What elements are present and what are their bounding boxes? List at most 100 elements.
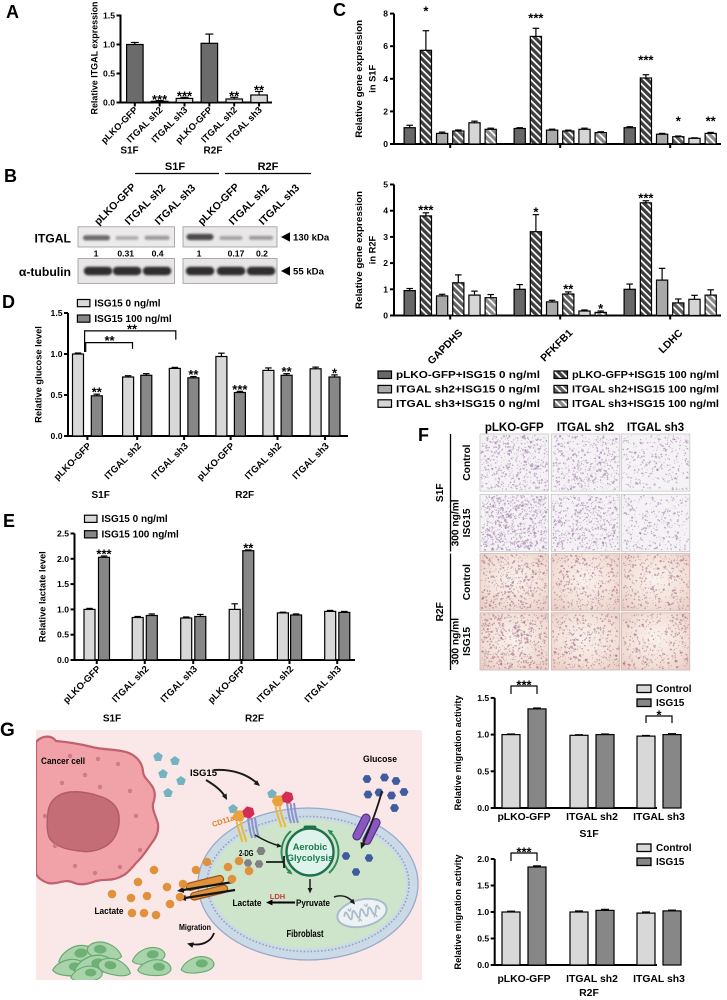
svg-text:Migration: Migration (179, 922, 211, 932)
svg-text:α-tubulin: α-tubulin (19, 265, 71, 279)
svg-text:***: *** (516, 678, 532, 693)
svg-text:Fibroblast: Fibroblast (287, 929, 325, 940)
svg-text:0.2: 0.2 (256, 249, 268, 259)
svg-text:R2F: R2F (204, 146, 223, 157)
svg-text:ITGAL sh3: ITGAL sh3 (159, 664, 200, 705)
svg-text:55 kDa: 55 kDa (293, 267, 325, 278)
svg-text:*: * (598, 301, 604, 316)
svg-text:ITGAL sh2: ITGAL sh2 (566, 974, 618, 985)
svg-text:in R2F: in R2F (368, 235, 378, 264)
svg-text:2.0: 2.0 (57, 554, 69, 564)
svg-text:**: ** (188, 367, 199, 382)
svg-text:S1F: S1F (120, 146, 138, 157)
svg-text:R2F: R2F (258, 161, 279, 173)
svg-text:Relative migration activity: Relative migration activity (453, 695, 463, 811)
svg-text:R2F: R2F (435, 602, 446, 621)
svg-text:Control: Control (656, 843, 692, 854)
svg-text:pLKO-GFP: pLKO-GFP (497, 974, 550, 985)
svg-text:0.5: 0.5 (477, 766, 489, 776)
svg-text:B: B (4, 166, 17, 186)
svg-text:pLKO-GFP: pLKO-GFP (52, 440, 95, 483)
svg-text:0.0: 0.0 (477, 803, 489, 813)
svg-text:ITGAL sh2: ITGAL sh2 (103, 441, 144, 482)
svg-text:A: A (6, 2, 19, 22)
svg-text:Aerobic: Aerobic (293, 842, 328, 852)
svg-text:ITGAL: ITGAL (34, 232, 71, 246)
svg-text:pLKO-GFP: pLKO-GFP (485, 422, 544, 434)
svg-text:F: F (418, 425, 429, 445)
svg-text:S1F: S1F (92, 490, 110, 501)
svg-text:***: *** (638, 190, 654, 205)
svg-text:GAPDHS: GAPDHS (426, 328, 465, 367)
svg-text:ITGAL sh2: ITGAL sh2 (243, 441, 284, 482)
svg-text:0.0: 0.0 (477, 960, 489, 970)
svg-text:***: *** (516, 845, 532, 860)
svg-text:ITGAL sh3: ITGAL sh3 (627, 422, 684, 434)
svg-text:S1F: S1F (165, 161, 185, 173)
svg-text:2.0: 2.0 (477, 854, 489, 864)
svg-text:ISG15 0 ng/ml: ISG15 0 ng/ml (102, 514, 168, 525)
svg-text:ISG15: ISG15 (462, 627, 473, 656)
svg-text:1.0: 1.0 (477, 730, 489, 740)
svg-text:Relative gene expression: Relative gene expression (354, 19, 364, 137)
svg-text:5: 5 (383, 180, 388, 190)
svg-text:8: 8 (383, 9, 388, 19)
svg-text:Lactate: Lactate (95, 906, 124, 916)
svg-text:Relative glucose level: Relative glucose level (34, 326, 44, 423)
svg-text:2: 2 (383, 258, 388, 268)
svg-text:ITGAL sh3+ISG15 0 ng/ml: ITGAL sh3+ISG15 0 ng/ml (396, 399, 540, 410)
svg-text:Cancer cell: Cancer cell (41, 756, 85, 766)
svg-text:*: * (423, 4, 429, 19)
svg-text:1.5: 1.5 (103, 11, 115, 21)
svg-text:2: 2 (383, 106, 388, 116)
svg-text:Relative lactate level: Relative lactate level (38, 551, 48, 642)
svg-text:LDH: LDH (270, 892, 285, 901)
svg-text:ITGAL sh2: ITGAL sh2 (557, 422, 614, 434)
svg-text:***: *** (418, 203, 434, 218)
svg-text:*: * (332, 365, 338, 380)
svg-text:**: ** (104, 333, 115, 348)
svg-text:0: 0 (383, 311, 388, 321)
svg-text:1: 1 (197, 249, 202, 259)
svg-text:Control: Control (462, 444, 473, 480)
svg-text:**: ** (127, 322, 138, 337)
svg-text:**: ** (92, 385, 103, 400)
svg-text:D: D (2, 292, 15, 312)
svg-text:***: *** (528, 11, 544, 26)
svg-text:Relative gene expression: Relative gene expression (354, 191, 364, 309)
svg-text:ISG15 0 ng/ml: ISG15 0 ng/ml (94, 299, 160, 310)
svg-text:ITGAL sh2+ISG15 100 ng/ml: ITGAL sh2+ISG15 100 ng/ml (572, 385, 719, 396)
svg-text:***: *** (232, 382, 248, 397)
svg-text:C: C (333, 0, 346, 20)
svg-text:pLKO-GFP: pLKO-GFP (206, 663, 249, 706)
svg-text:0.17: 0.17 (228, 249, 245, 259)
svg-text:1.0: 1.0 (57, 604, 69, 614)
svg-text:**: ** (243, 540, 254, 555)
svg-text:1.5: 1.5 (57, 579, 69, 589)
svg-text:***: *** (96, 547, 112, 562)
svg-text:300 ng/ml: 300 ng/ml (451, 499, 462, 546)
svg-text:ITGAL sh3: ITGAL sh3 (633, 974, 685, 985)
svg-text:ITGAL sh2: ITGAL sh2 (255, 664, 296, 705)
svg-text:0.5: 0.5 (103, 69, 115, 79)
svg-text:ISG15: ISG15 (462, 508, 473, 537)
svg-text:0: 0 (383, 139, 388, 149)
svg-text:0.0: 0.0 (103, 98, 115, 108)
svg-text:Glycolysis: Glycolysis (287, 853, 334, 863)
svg-text:0.5: 0.5 (57, 630, 69, 640)
svg-text:***: *** (177, 89, 193, 104)
svg-text:*: * (656, 708, 662, 723)
svg-text:pLKO-GFP: pLKO-GFP (195, 440, 238, 483)
svg-text:pLKO-GFP: pLKO-GFP (497, 812, 550, 823)
svg-text:0.4: 0.4 (152, 249, 164, 259)
svg-text:**: ** (254, 83, 265, 98)
svg-text:**: ** (229, 89, 240, 104)
svg-text:0.0: 0.0 (57, 655, 69, 665)
svg-text:130 kDa: 130 kDa (293, 233, 330, 244)
svg-text:**: ** (563, 282, 574, 297)
svg-text:1.0: 1.0 (51, 349, 63, 359)
svg-text:Glucose: Glucose (363, 754, 397, 765)
svg-text:300 ng/ml: 300 ng/ml (451, 618, 462, 665)
svg-text:PFKFB1: PFKFB1 (539, 328, 576, 365)
svg-text:2.5: 2.5 (57, 529, 69, 539)
